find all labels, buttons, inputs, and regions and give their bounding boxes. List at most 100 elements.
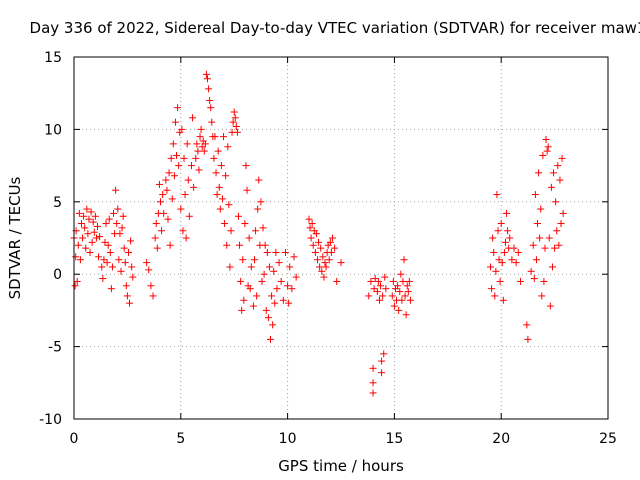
data-point [77,220,85,228]
data-point [204,75,211,83]
data-point [374,277,382,285]
data-point [318,267,326,275]
data-point [541,244,549,252]
data-point [552,198,560,206]
data-point [195,166,203,174]
data-point [91,212,99,220]
data-point [216,205,224,213]
data-point [312,230,320,238]
data-point [211,133,219,141]
data-point [389,277,397,285]
data-point [229,118,237,126]
y-tick-label: 0 [53,267,62,283]
chart-title: Day 336 of 2022, Sidereal Day-to-day VTE… [30,19,640,37]
data-point [76,256,84,264]
data-point [183,140,191,148]
data-point [284,282,292,290]
data-point [523,321,531,329]
data-point [277,277,285,285]
data-point [124,248,132,256]
data-point [551,244,559,252]
data-point [337,259,345,267]
data-point [373,288,381,296]
data-point [99,275,107,283]
data-point [491,292,499,300]
data-point [115,256,123,264]
data-point [84,230,92,238]
data-point [331,244,339,252]
data-point [227,227,235,235]
data-point [397,270,405,278]
data-point [558,154,566,162]
data-point [190,183,198,191]
data-point [401,292,409,300]
data-point [321,259,329,267]
data-point [250,256,258,264]
data-point [370,285,378,293]
data-point [378,357,386,365]
data-point [234,212,242,220]
data-point [90,228,98,236]
data-point [395,306,403,314]
data-point [495,256,503,264]
data-point [492,267,500,275]
data-point [175,162,183,170]
data-point [499,296,507,304]
data-point [527,267,535,275]
data-point [205,85,213,93]
data-point [105,215,113,223]
axis-ticks [73,56,609,420]
data-point [369,364,377,372]
data-point [537,205,545,213]
data-point [126,299,134,307]
data-point [405,277,413,285]
x-tick-label: 5 [176,431,185,447]
data-point [328,234,336,242]
data-point [75,209,83,217]
data-point [326,238,334,246]
data-point [162,176,170,184]
data-point [516,277,524,285]
data-point [194,147,202,155]
data-point [110,209,118,217]
data-point [494,227,502,235]
data-point [500,248,508,256]
data-point [80,212,88,220]
x-tick-label: 25 [599,431,617,447]
data-point [377,282,385,290]
data-point [246,285,254,293]
data-point [163,186,171,194]
data-point [158,227,166,235]
data-point [279,296,287,304]
data-point [153,244,161,252]
data-point [379,292,387,300]
x-tick-label: 0 [70,431,79,447]
data-point [170,172,178,180]
data-point [531,191,539,199]
data-points [70,70,567,397]
data-point [85,215,93,223]
data-point [181,191,189,199]
data-point [260,270,268,278]
data-point [157,198,165,206]
data-point [233,128,241,136]
data-point [171,118,179,126]
data-point [402,311,410,319]
data-point [380,350,388,358]
data-point [315,238,323,246]
data-point [506,234,514,242]
data-point [308,220,316,228]
data-point [396,288,404,296]
data-point [73,277,81,285]
data-point [95,253,103,261]
data-point [242,162,250,170]
data-point [263,248,271,256]
data-point [545,234,553,242]
data-point [178,125,186,133]
data-point [510,244,518,252]
data-point [556,176,564,184]
data-point [247,263,255,271]
data-point [120,244,128,252]
data-point [119,212,127,220]
data-point [96,233,104,241]
